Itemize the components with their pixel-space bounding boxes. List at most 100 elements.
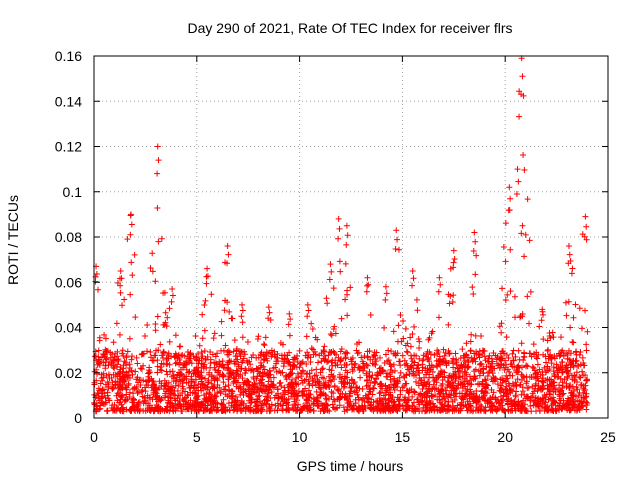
data-point bbox=[323, 295, 330, 302]
data-point bbox=[195, 387, 202, 394]
data-point bbox=[400, 335, 407, 342]
data-point bbox=[402, 325, 409, 332]
data-point bbox=[391, 375, 398, 382]
data-point bbox=[321, 402, 328, 409]
data-point bbox=[488, 386, 495, 393]
data-point bbox=[146, 402, 153, 409]
data-point bbox=[415, 382, 422, 389]
data-point bbox=[351, 379, 358, 386]
data-point bbox=[574, 386, 581, 393]
data-point bbox=[209, 351, 216, 358]
data-point bbox=[290, 385, 297, 392]
data-point bbox=[114, 348, 121, 355]
data-point bbox=[231, 375, 238, 382]
data-point bbox=[246, 392, 253, 399]
data-point bbox=[437, 399, 444, 406]
data-point bbox=[421, 394, 428, 401]
data-point bbox=[195, 392, 202, 399]
data-point bbox=[385, 357, 392, 364]
data-point bbox=[400, 318, 407, 325]
data-point bbox=[469, 408, 476, 415]
data-point bbox=[201, 348, 208, 355]
data-point bbox=[290, 390, 297, 397]
data-point bbox=[487, 407, 494, 414]
data-point bbox=[98, 354, 105, 361]
data-point bbox=[507, 195, 514, 202]
data-point bbox=[231, 399, 238, 406]
data-point bbox=[513, 368, 520, 375]
data-point bbox=[413, 365, 420, 372]
data-point bbox=[268, 401, 275, 408]
data-point bbox=[376, 395, 383, 402]
data-point bbox=[369, 391, 376, 398]
data-point bbox=[382, 296, 389, 303]
y-tick-label: 0.14 bbox=[55, 93, 82, 109]
data-point bbox=[412, 378, 419, 385]
data-point bbox=[192, 376, 199, 383]
data-point bbox=[276, 368, 283, 375]
data-point bbox=[255, 393, 262, 400]
data-point bbox=[216, 384, 223, 391]
data-point bbox=[464, 356, 471, 363]
data-point bbox=[509, 350, 516, 357]
data-point bbox=[198, 349, 205, 356]
data-point bbox=[531, 350, 538, 357]
data-point bbox=[383, 405, 390, 412]
data-point bbox=[417, 390, 424, 397]
data-point bbox=[230, 374, 237, 381]
x-tick-label: 10 bbox=[292, 429, 308, 445]
data-point bbox=[210, 335, 217, 342]
data-point bbox=[502, 258, 509, 265]
data-point bbox=[538, 378, 545, 385]
data-point bbox=[214, 350, 221, 357]
data-point bbox=[439, 359, 446, 366]
data-point bbox=[102, 365, 109, 372]
data-point bbox=[167, 368, 174, 375]
data-point bbox=[230, 369, 237, 376]
data-point bbox=[531, 397, 538, 404]
data-point bbox=[503, 334, 510, 341]
data-point bbox=[381, 324, 388, 331]
data-point bbox=[255, 333, 262, 340]
data-point bbox=[407, 334, 414, 341]
data-point bbox=[307, 406, 314, 413]
data-point bbox=[424, 388, 431, 395]
data-point bbox=[244, 339, 251, 346]
data-point bbox=[262, 393, 269, 400]
data-point bbox=[215, 367, 222, 374]
data-point bbox=[451, 255, 458, 262]
data-point bbox=[462, 383, 469, 390]
data-point bbox=[426, 334, 433, 341]
data-point bbox=[563, 368, 570, 375]
data-point bbox=[142, 408, 149, 415]
data-point bbox=[404, 397, 411, 404]
data-point bbox=[203, 273, 210, 280]
data-point bbox=[224, 260, 231, 267]
data-point bbox=[415, 336, 422, 343]
data-point bbox=[526, 350, 533, 357]
data-point bbox=[91, 353, 98, 360]
data-point bbox=[211, 397, 218, 404]
data-point bbox=[518, 399, 525, 406]
data-point bbox=[549, 401, 556, 408]
data-point bbox=[364, 362, 371, 369]
data-point bbox=[160, 321, 167, 328]
data-point bbox=[137, 377, 144, 384]
data-point bbox=[128, 356, 135, 363]
data-point bbox=[222, 342, 229, 349]
data-point bbox=[445, 291, 452, 298]
data-point bbox=[450, 292, 457, 299]
data-point bbox=[129, 371, 136, 378]
data-point bbox=[416, 375, 423, 382]
data-point bbox=[240, 381, 247, 388]
data-point bbox=[523, 378, 530, 385]
data-point bbox=[455, 365, 462, 372]
data-point bbox=[472, 358, 479, 365]
data-point bbox=[397, 311, 404, 318]
data-point bbox=[103, 408, 110, 415]
data-point bbox=[240, 392, 247, 399]
data-point bbox=[312, 381, 319, 388]
data-point bbox=[207, 364, 214, 371]
data-point bbox=[152, 320, 159, 327]
data-point bbox=[461, 376, 468, 383]
